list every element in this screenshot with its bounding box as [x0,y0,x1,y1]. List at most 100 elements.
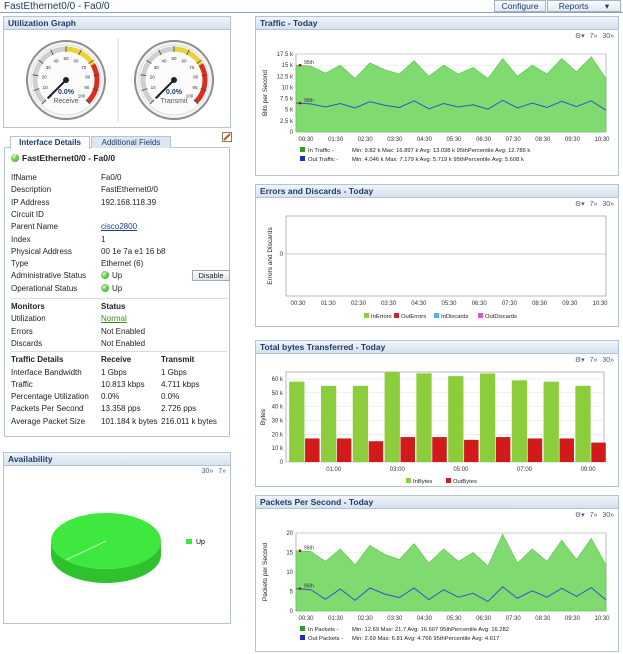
y-tick-label: 5 [290,590,294,596]
detail-row: Description FastEthernet0/0 [11,184,227,196]
availability-panel: Availability 30» 7» Up [3,452,231,624]
x-tick-label: 09:30 [562,301,578,307]
legend-stats: Min: 12.69 Max: 21.7 Avg: 16.607 95thPer… [352,627,509,633]
gauge-tick-label: 40 [54,58,60,63]
monitor-value[interactable]: Normal [101,314,127,324]
range-7-link[interactable]: 7» [589,512,598,519]
divider [11,351,227,353]
detail-row: Type Ethernet (6) [11,258,227,270]
divider [11,298,227,299]
gauge-needle [154,79,175,100]
traffic-chart: 17.5 k 15 k 12.5 k 10 k 7.5 k 5 k 2.5 k 0 95th 95… [262,52,610,163]
tab-additional-fields[interactable]: Additional Fields [91,136,171,148]
gauge-tick-label: 40 [162,58,168,63]
gauge-tick [41,99,47,105]
legend-label: InDiscards [441,314,468,320]
bar-outbytes [368,441,384,462]
bar-inbytes [479,373,496,462]
status-up-icon [101,269,109,281]
range-7-link[interactable]: 7» [589,357,598,364]
gear-icon[interactable]: ⚙▾ [574,357,585,364]
traffic-receive: 0.0% [101,392,120,402]
series-out-line [295,99,607,111]
plot-area [285,215,607,297]
detail-row: Operational Status Up [11,282,227,295]
top-bar: FastEthernet0/0 - Fa0/0 Configure Report… [0,0,623,13]
configure-button[interactable]: Configure [494,0,546,12]
y-tick-label: 40 k [272,405,284,411]
x-tick-label: 10:30 [592,301,608,307]
bytes-chart: 60 k 50 k 40 k 30 k 20 k 10 k 0 01:00 03:00 05:00… [260,371,606,485]
gauge-tick-label: 70 [81,65,87,70]
y-tick-label: 20 [286,531,293,537]
traffic-tools: ⚙▾ 7» 30» [572,32,614,40]
gear-icon[interactable]: ⚙▾ [574,512,585,519]
range-7-link[interactable]: 7» [218,468,226,475]
reports-label: Reports [558,1,589,11]
receive-label: Receive [53,98,78,105]
packets-title: Packets Per Second - Today [256,496,618,509]
y-tick-label: 17.5 k [277,52,294,58]
monitors-header: Monitors [11,302,45,311]
gauge-tick-label: 50 [63,56,69,61]
marker-95th-out-label: 95th [304,98,314,104]
traffic-key: Average Packet Size [11,416,86,426]
y-tick-label: 10 k [272,446,284,452]
parent-name-link[interactable]: cisco2800 [101,222,138,232]
y-tick-label: 7.5 k [280,97,294,103]
x-tick-label: 02:30 [351,301,367,307]
x-tick-label: 10:30 [594,616,610,622]
tab-interface-details[interactable]: Interface Details [10,136,90,149]
errors-tools: ⚙▾ 7» 30» [572,200,614,208]
range-30-link[interactable]: 30» [602,512,614,519]
traffic-transmit: 2.726 pps [161,404,197,414]
y-tick-label: 10 k [282,85,294,91]
gear-icon[interactable]: ⚙▾ [574,201,585,208]
transmit-value: 0.0% [166,89,183,96]
gauge-tick-label: 20 [150,75,156,80]
range-7-link[interactable]: 7» [589,201,598,208]
gauge-tick [196,59,202,64]
traffic-transmit: 216.011 k bytes [161,416,217,426]
range-30-link[interactable]: 30» [602,33,614,40]
range-30-link[interactable]: 30» [201,468,214,475]
range-7-link[interactable]: 7» [589,33,598,40]
gear-icon[interactable]: ⚙▾ [574,33,585,40]
traffic-receive: 1 Gbps [101,367,127,377]
detail-value: 00 1e 7a e1 16 b8 [101,246,166,256]
gauge-tick [38,59,44,64]
x-tick-label: 06:30 [472,301,488,307]
x-tick-label: 08:30 [535,137,551,143]
legend-label: InBytes [413,479,432,485]
monitor-key: Utilization [11,314,46,324]
legend-label: In Packets - [308,627,339,633]
detail-key: Index [11,234,31,244]
x-tick-label: 08:30 [532,301,548,307]
bar-inbytes [575,385,591,462]
y-tick-label: 60 k [272,377,284,383]
interface-details-panel: FastEthernet0/0 - Fa0/0 IfName Fa0/0 Descr… [4,148,230,437]
y-tick-label: 5 k [285,108,294,114]
gauge-tick [201,74,208,77]
bar-outbytes [400,437,415,462]
bar-outbytes [591,442,606,462]
traffic-row: Interface Bandwidth 1 Gbps 1 Gbps [11,367,227,379]
details-tabs: Interface Details Additional Fields [4,136,230,149]
range-30-link[interactable]: 30» [602,201,614,208]
edit-icon[interactable] [222,132,232,142]
chevron-down-icon: ▾ [604,1,610,11]
detail-key: Operational Status [11,283,78,293]
bytes-tools: ⚙▾ 7» 30» [572,356,614,364]
gauge-tick [200,88,207,91]
reports-button[interactable]: Reports ▾ [547,0,621,12]
pie-slice-up-side [51,541,161,583]
x-tick-label: 03:30 [387,616,403,622]
utilization-graph-panel: Utilization Graph 0102030405060708090100… [3,16,231,128]
range-30-link[interactable]: 30» [602,357,614,364]
disable-button[interactable]: Disable [192,270,230,282]
bytes-title: Total bytes Transferred - Today [256,341,618,354]
x-tick-label: 05:30 [446,616,462,622]
traffic-receive: 13.358 pps [101,404,141,414]
bar-outbytes [336,438,352,462]
bar-outbytes [527,438,543,462]
